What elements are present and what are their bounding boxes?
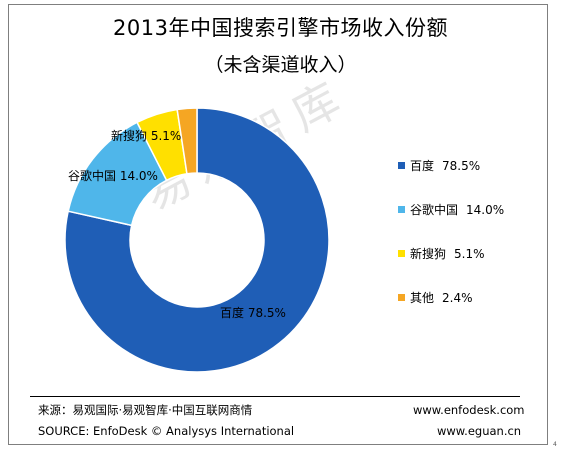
legend-item: 谷歌中国 14.0%	[398, 203, 528, 247]
source-cn: 来源：易观国际·易观智库·中国互联网商情	[38, 403, 253, 417]
legend-value: 2.4%	[442, 291, 473, 305]
donut-slice	[176, 107, 198, 175]
slice-data-label: 谷歌中国 14.0%	[68, 168, 158, 183]
url-eguan: www.eguan.cn	[437, 424, 522, 438]
legend-item: 百度 78.5%	[398, 159, 528, 203]
slice-data-label: 新搜狗 5.1%	[111, 128, 181, 143]
legend-value: 5.1%	[454, 247, 485, 261]
footer-divider	[30, 396, 520, 397]
corner-mark: 4	[553, 441, 557, 448]
legend-item: 其他 2.4%	[398, 291, 528, 335]
legend-swatch	[398, 294, 405, 301]
donut-slice	[64, 107, 330, 373]
legend-label: 谷歌中国	[410, 203, 459, 217]
title-block: 2013年中国搜索引擎市场收入份额 （未含渠道收入）	[0, 14, 561, 78]
legend-label: 其他	[410, 291, 435, 305]
legend-label: 新搜狗	[410, 247, 447, 261]
slice-data-label: 百度 78.5%	[220, 305, 286, 320]
legend-item: 新搜狗 5.1%	[398, 247, 528, 291]
legend-swatch	[398, 206, 405, 213]
legend-swatch	[398, 162, 405, 169]
url-enfodesk: www.enfodesk.com	[413, 403, 525, 417]
legend-swatch	[398, 250, 405, 257]
chart-title: 2013年中国搜索引擎市场收入份额	[113, 16, 448, 40]
legend-label: 百度	[410, 159, 435, 173]
legend-value: 78.5%	[442, 159, 481, 173]
chart-subtitle: （未含渠道收入）	[204, 54, 357, 76]
source-en: SOURCE: EnfoDesk © Analysys Internationa…	[38, 424, 295, 438]
legend-value: 14.0%	[466, 203, 505, 217]
legend: 百度 78.5% 谷歌中国 14.0% 新搜狗 5.1% 其他 2.4%	[398, 159, 528, 335]
